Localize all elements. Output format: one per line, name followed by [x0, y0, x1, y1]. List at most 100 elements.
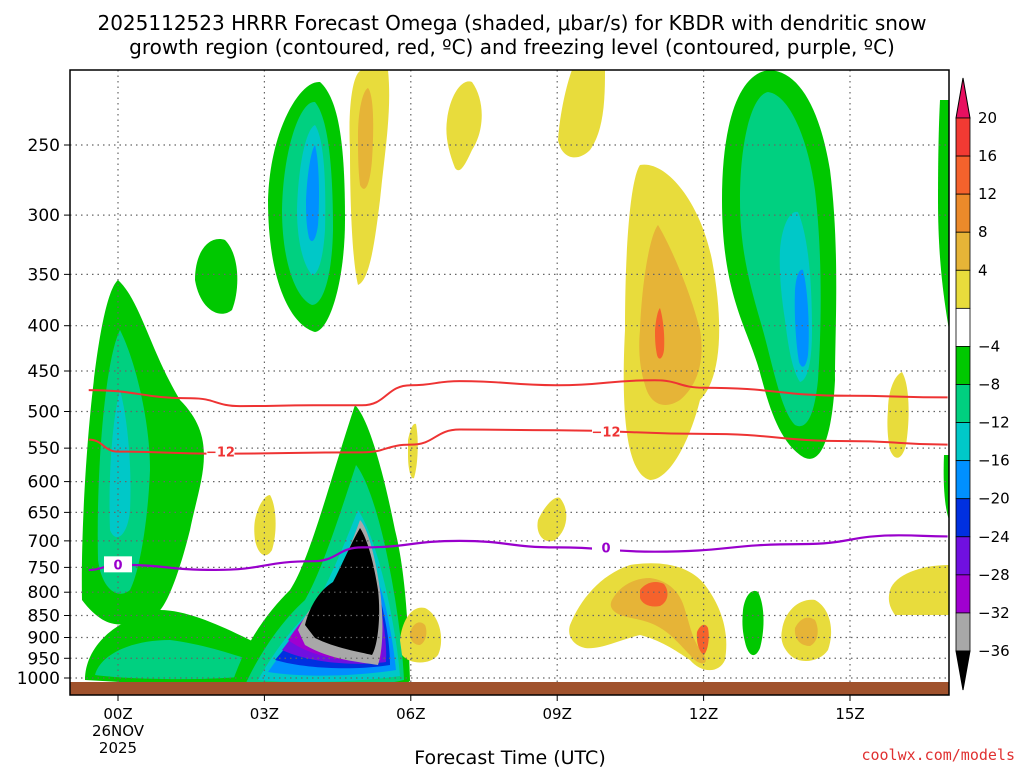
omega-region-17z-edge-low — [943, 455, 949, 520]
omega-region-16z-mid-descent — [887, 372, 909, 458]
omega-region-06z-low-descent-inner — [409, 622, 427, 645]
omega-region-02z-upper — [195, 239, 238, 314]
omega-region-13z-low-ascent — [742, 590, 764, 656]
dgz-contour-label-left-bg — [206, 443, 235, 460]
omega-region-05z-upper-descent-inner — [358, 88, 374, 189]
y-tick-label-500: 500 — [28, 403, 60, 423]
date-label-year: 2025 — [99, 739, 137, 757]
omega-region-07z-upper-descent — [446, 81, 482, 171]
colorbar-label-6: −8 — [978, 376, 1000, 394]
freezing-contour-label-left-bg — [104, 556, 132, 573]
credit-text[interactable]: coolwx.com/models — [861, 746, 1015, 764]
dgz-top-contour — [88, 379, 948, 408]
colorbar-swatch-1 — [955, 155, 971, 195]
y-tick-label-800: 800 — [28, 583, 60, 603]
colorbar-swatch-12 — [955, 574, 971, 614]
dgz-contour-label-left: −12 — [206, 445, 235, 460]
y-tick-label-400: 400 — [28, 317, 60, 337]
omega-region-11z-low-descent-12 — [610, 578, 706, 664]
omega-region-09z-upper-descent — [558, 70, 605, 158]
x-tick-label-00Z: 00Z — [103, 705, 132, 723]
date-label-day: 26NOV — [92, 722, 145, 740]
y-tick-label-250: 250 — [28, 136, 60, 156]
colorbar-swatch-6 — [955, 346, 971, 385]
omega-region-17z-low-descent — [888, 565, 949, 615]
colorbar: 20 16 12 8 4 −4 −8 −12 −16 −20 −24 −28 −32 −36 — [955, 77, 1010, 691]
x-tick-label-15Z: 15Z — [835, 705, 864, 723]
dgz-contour-label-right: −12 — [592, 425, 621, 440]
y-tick-label-350: 350 — [28, 265, 60, 285]
colorbar-label-8: −16 — [978, 452, 1010, 470]
y-tick-label-300: 300 — [28, 206, 60, 226]
x-tick-label-06Z: 06Z — [396, 705, 425, 723]
contours: −12 −12 0 0 — [88, 379, 948, 573]
freezing-level-contour — [88, 534, 948, 572]
y-tick-label-450: 450 — [28, 362, 60, 382]
omega-region-11z-mid-descent-16 — [655, 308, 665, 359]
x-axis-title: Forecast Time (UTC) — [414, 747, 605, 768]
colorbar-swatch-7 — [955, 384, 971, 423]
y-tick-label-900: 900 — [28, 628, 60, 648]
omega-region-12z-low-descent-16 — [696, 624, 709, 655]
colorbar-bottom-arrow — [955, 650, 971, 691]
colorbar-swatch-5 — [955, 307, 971, 347]
colorbar-label-11: −28 — [978, 566, 1010, 584]
colorbar-swatch-10 — [955, 498, 971, 538]
colorbar-swatch-11 — [955, 536, 971, 576]
colorbar-swatch-0 — [955, 117, 971, 157]
omega-shading — [81, 70, 949, 691]
chart-title-line1: 2025112523 HRRR Forecast Omega (shaded, … — [97, 11, 926, 35]
y-tick-label-700: 700 — [28, 532, 60, 552]
colorbar-top-arrow — [955, 77, 971, 119]
colorbar-label-0: 20 — [978, 109, 997, 127]
y-tick-label-950: 950 — [28, 649, 60, 669]
colorbar-label-10: −24 — [978, 528, 1010, 546]
terrain-band — [70, 682, 949, 695]
freezing-contour-label-right: 0 — [601, 541, 610, 556]
y-tick-label-550: 550 — [28, 439, 60, 459]
colorbar-label-12: −32 — [978, 604, 1010, 622]
y-tick-label-1000: 1000 — [17, 669, 60, 689]
omega-region-05z-plume-36-core — [305, 528, 380, 655]
x-tick-label-03Z: 03Z — [250, 705, 279, 723]
omega-region-17z-edge — [938, 100, 949, 330]
omega-region-lowlevel-band-inner — [95, 640, 280, 680]
omega-region-14z-upper-20 — [794, 269, 809, 367]
freezing-contour-label-right-bg — [592, 539, 620, 556]
omega-region-03z-mid-descent — [254, 495, 276, 556]
colorbar-swatch-4 — [955, 269, 971, 309]
chart-title-line2: growth region (contoured, red, ºC) and f… — [129, 35, 895, 59]
colorbar-label-3: 8 — [978, 223, 988, 241]
colorbar-swatch-3 — [955, 231, 971, 271]
colorbar-label-5: −4 — [978, 337, 1000, 355]
y-tick-label-850: 850 — [28, 607, 60, 627]
x-axis: 00Z 03Z 06Z 09Z 12Z 15Z — [103, 695, 865, 723]
x-tick-label-09Z: 09Z — [543, 705, 572, 723]
omega-region-00z-mid-core — [109, 390, 131, 538]
y-axis: 2503003504004505005506006507007508008509… — [17, 136, 70, 689]
omega-region-09z-mid-descent — [537, 497, 567, 542]
colorbar-swatch-8 — [955, 422, 971, 462]
colorbar-label-13: −36 — [978, 642, 1010, 660]
omega-region-11z-mid-descent-12 — [639, 225, 702, 405]
x-tick-label-12Z: 12Z — [689, 705, 718, 723]
dgz-contour-label-right-bg — [592, 423, 620, 440]
y-tick-label-600: 600 — [28, 473, 60, 493]
colorbar-label-7: −12 — [978, 414, 1010, 432]
colorbar-label-1: 16 — [978, 147, 997, 165]
omega-region-06z-mid-descent — [408, 423, 418, 479]
y-tick-label-650: 650 — [28, 503, 60, 523]
colorbar-swatch-13 — [955, 612, 971, 652]
y-tick-label-750: 750 — [28, 558, 60, 578]
omega-region-11z-low-descent-16 — [640, 582, 668, 607]
freezing-contour-label-left: 0 — [113, 558, 122, 573]
colorbar-label-2: 12 — [978, 185, 997, 203]
omega-region-14z-low-descent-inner — [794, 617, 818, 646]
colorbar-label-9: −20 — [978, 490, 1010, 508]
colorbar-swatch-2 — [955, 193, 971, 233]
colorbar-label-4: 4 — [978, 261, 988, 279]
gridlines — [70, 70, 949, 695]
colorbar-swatch-9 — [955, 460, 971, 500]
plot-frame — [69, 69, 950, 696]
